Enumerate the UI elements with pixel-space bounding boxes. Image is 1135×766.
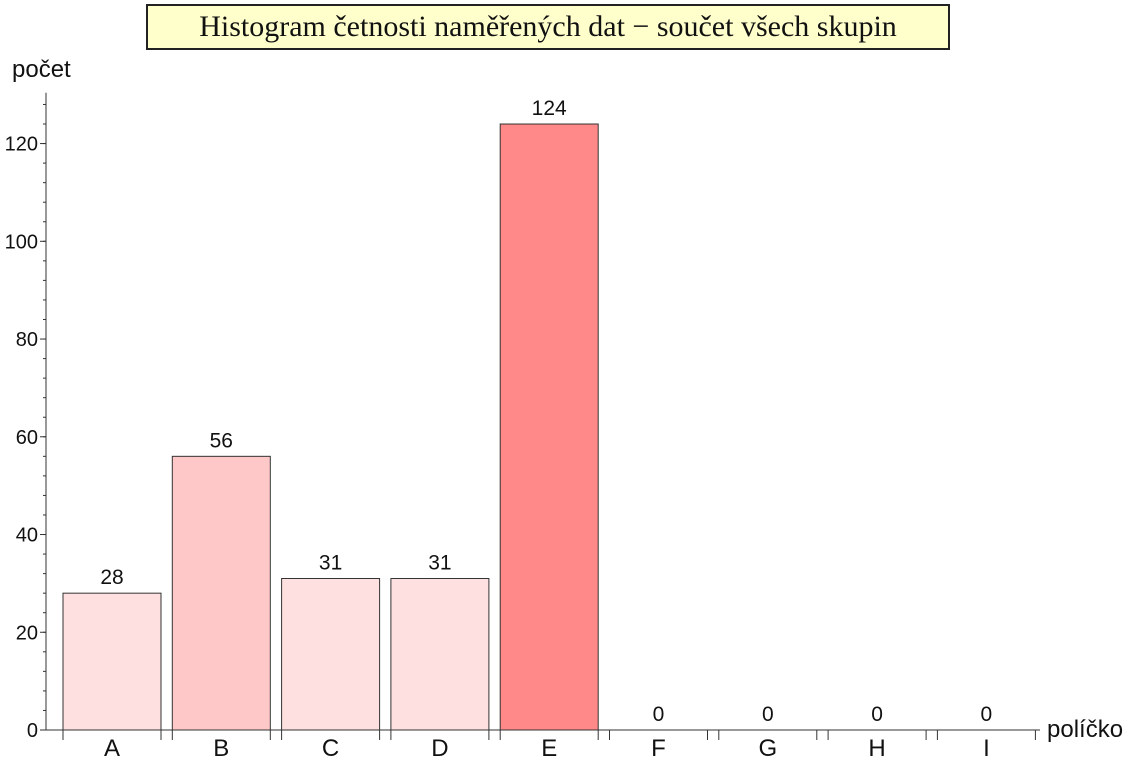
y-tick-label: 0 xyxy=(27,720,38,742)
x-tick-label: H xyxy=(868,735,885,762)
data-label: 0 xyxy=(871,703,883,726)
bar-B xyxy=(171,455,271,731)
bar-C xyxy=(281,578,381,731)
y-tick-label: 40 xyxy=(16,525,38,547)
y-tick-label: 120 xyxy=(5,134,38,156)
data-label: 31 xyxy=(319,552,342,575)
bar-D xyxy=(390,578,490,731)
y-tick-label: 60 xyxy=(16,427,38,449)
x-tick-label: I xyxy=(983,735,990,762)
data-label: 124 xyxy=(532,97,567,120)
x-tick-label: D xyxy=(431,735,448,762)
bar-A xyxy=(62,592,162,731)
y-tick-label: 100 xyxy=(5,231,38,253)
data-label: 56 xyxy=(210,429,233,452)
x-tick-label: G xyxy=(758,735,777,762)
chart-title: Histogram četnosti naměřených dat − souč… xyxy=(146,4,950,50)
data-label: 0 xyxy=(762,703,774,726)
data-label: 31 xyxy=(428,552,451,575)
bar-E xyxy=(499,123,599,731)
x-axis-label: políčko xyxy=(1047,716,1124,743)
data-label: 0 xyxy=(981,703,993,726)
y-tick-label: 80 xyxy=(16,329,38,351)
y-tick-label: 20 xyxy=(16,622,38,644)
x-tick-label: A xyxy=(104,735,120,762)
data-label: 28 xyxy=(100,566,123,589)
y-axis-label: počet xyxy=(12,56,71,83)
x-tick-label: B xyxy=(213,735,229,762)
data-label: 0 xyxy=(653,703,665,726)
x-tick-label: C xyxy=(322,735,339,762)
x-tick-label: F xyxy=(651,735,666,762)
x-tick-label: E xyxy=(541,735,557,762)
